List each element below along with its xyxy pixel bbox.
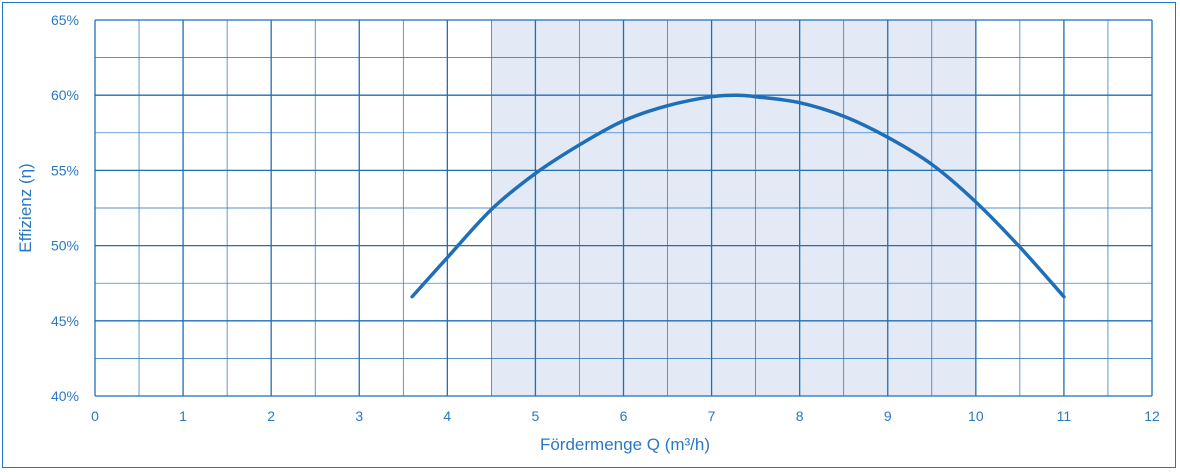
x-tick-label: 0 bbox=[91, 408, 99, 424]
y-tick-label: 40% bbox=[51, 388, 79, 404]
y-tick-label: 50% bbox=[51, 238, 79, 254]
y-axis-title: Effizienz (η) bbox=[16, 163, 35, 252]
x-tick-label: 7 bbox=[708, 408, 716, 424]
x-tick-label: 9 bbox=[884, 408, 892, 424]
x-tick-label: 11 bbox=[1057, 408, 1072, 424]
y-tick-label: 60% bbox=[51, 87, 79, 103]
x-tick-label: 3 bbox=[355, 408, 363, 424]
x-tick-label: 10 bbox=[968, 408, 984, 424]
x-tick-label: 5 bbox=[532, 408, 540, 424]
x-tick-label: 6 bbox=[620, 408, 628, 424]
y-tick-label: 55% bbox=[51, 162, 79, 178]
x-tick-label: 12 bbox=[1144, 408, 1160, 424]
x-tick-label: 1 bbox=[179, 408, 187, 424]
efficiency-curve bbox=[410, 93, 1066, 299]
y-tick-label: 45% bbox=[51, 313, 79, 329]
x-tick-label: 8 bbox=[796, 408, 804, 424]
x-axis-title: Fördermenge Q (m³/h) bbox=[540, 435, 710, 454]
y-tick-label: 65% bbox=[51, 12, 79, 28]
x-tick-label: 4 bbox=[443, 408, 451, 424]
x-tick-label: 2 bbox=[267, 408, 275, 424]
